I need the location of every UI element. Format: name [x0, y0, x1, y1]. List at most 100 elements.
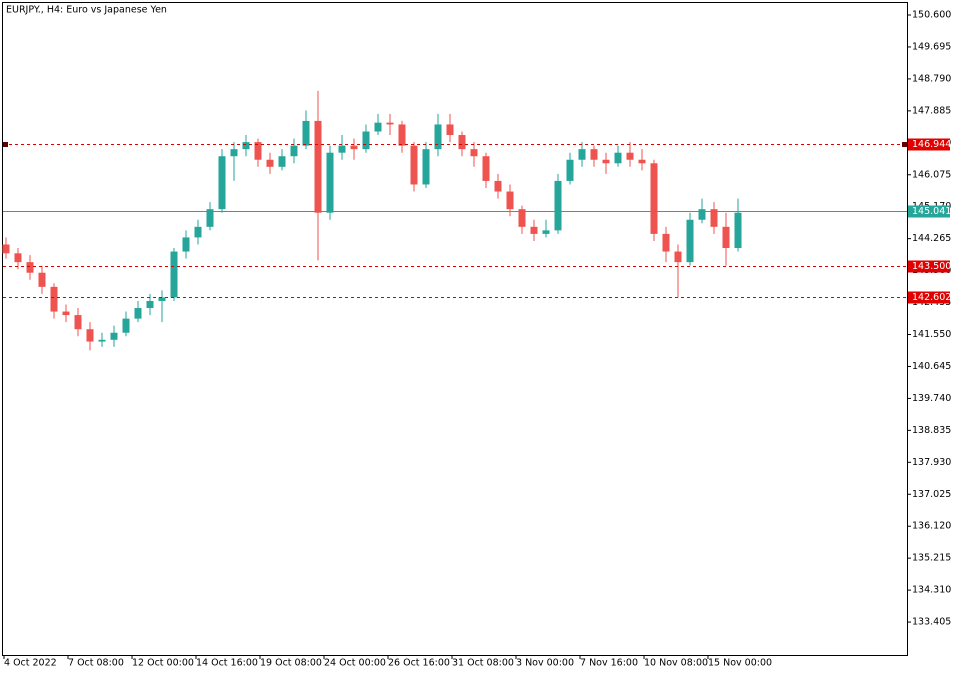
candle-body — [62, 311, 70, 316]
candle-body — [674, 251, 682, 263]
y-tick-label: 147.885 — [912, 105, 951, 116]
candle-body — [662, 233, 670, 252]
candle-body — [314, 120, 322, 213]
candle-body — [386, 122, 394, 125]
candle-body — [722, 226, 730, 249]
candle-body — [410, 145, 418, 185]
candle-body — [98, 339, 106, 342]
candle-body — [338, 145, 346, 153]
x-tick-label: 3 Nov 00:00 — [516, 658, 574, 669]
candle-body — [86, 329, 94, 342]
candle-body — [710, 209, 718, 227]
candle-body — [530, 226, 538, 234]
candle-body — [362, 131, 370, 150]
y-tick-label: 139.740 — [912, 393, 951, 404]
price-level-tag — [908, 291, 950, 304]
candle-body — [446, 124, 454, 136]
candle-body — [38, 272, 46, 287]
candle-body — [494, 180, 502, 192]
x-tick-label: 12 Oct 00:00 — [132, 658, 194, 669]
y-tick-label: 137.025 — [912, 489, 951, 500]
candle-body — [158, 297, 166, 301]
candle-body — [194, 226, 202, 238]
candle-body — [482, 156, 490, 181]
candle-body — [506, 191, 514, 210]
x-tick-label: 7 Nov 16:00 — [580, 658, 638, 669]
candle-body — [470, 149, 478, 157]
candle-body — [170, 251, 178, 298]
candle-body — [266, 159, 274, 167]
candle-body — [614, 152, 622, 164]
x-tick-label: 26 Oct 16:00 — [388, 658, 450, 669]
candle-body — [626, 152, 634, 160]
candle-body — [434, 124, 442, 150]
price-level-tag — [908, 260, 950, 273]
candle-body — [242, 142, 250, 150]
y-tick-label: 141.550 — [912, 329, 951, 340]
candle-body — [590, 149, 598, 160]
level-handle — [902, 142, 907, 147]
level-handle — [3, 142, 8, 147]
candle-body — [122, 318, 130, 333]
y-tick-label: 137.930 — [912, 457, 951, 468]
candle-body — [14, 253, 22, 263]
candle-body — [554, 180, 562, 231]
candle-body — [146, 300, 154, 309]
price-level-tag — [908, 138, 950, 151]
candle-body — [542, 230, 550, 234]
candle-body — [206, 209, 214, 227]
x-tick-label: 19 Oct 08:00 — [260, 658, 322, 669]
candle-body — [650, 163, 658, 234]
price-level-label: 142.602 — [912, 292, 951, 303]
plot-frame — [2, 2, 908, 656]
candle-body — [518, 209, 526, 227]
candle-body — [458, 135, 466, 150]
candle-body — [134, 308, 142, 319]
y-tick-label: 134.310 — [912, 585, 951, 596]
candle-body — [302, 120, 310, 146]
y-tick-label: 148.790 — [912, 73, 951, 84]
candle-body — [2, 244, 10, 254]
candle-body — [50, 286, 58, 312]
y-tick-label: 149.695 — [912, 41, 951, 52]
price-level-tag — [908, 205, 950, 218]
x-tick-label: 4 Oct 2022 — [4, 658, 57, 669]
candle-body — [278, 156, 286, 167]
candle-body — [686, 219, 694, 263]
x-tick-label: 10 Nov 08:00 — [644, 658, 708, 669]
candle-body — [182, 237, 190, 252]
y-tick-label: 138.835 — [912, 425, 951, 436]
candle-body — [218, 156, 226, 210]
candle-body — [110, 332, 118, 340]
candle-body — [74, 315, 82, 330]
y-tick-label: 150.600 — [912, 10, 951, 21]
candle-body — [638, 159, 646, 164]
x-tick-label: 24 Oct 00:00 — [324, 658, 386, 669]
candle-body — [698, 209, 706, 220]
price-level-label: 143.500 — [912, 261, 951, 272]
candle-body — [26, 262, 34, 273]
candle-body — [290, 145, 298, 157]
candle-body — [230, 149, 238, 157]
x-tick-label: 14 Oct 16:00 — [196, 658, 258, 669]
x-tick-label: 31 Oct 08:00 — [452, 658, 514, 669]
y-tick-label: 135.215 — [912, 553, 951, 564]
candle-body — [350, 145, 358, 150]
price-level-label: 146.944 — [912, 139, 951, 150]
candle-body — [422, 149, 430, 185]
candle-body — [326, 152, 334, 213]
y-tick-label: 144.265 — [912, 233, 951, 244]
y-tick-label: 136.120 — [912, 521, 951, 532]
candle-body — [578, 149, 586, 160]
y-tick-label: 146.075 — [912, 169, 951, 180]
x-tick-label: 15 Nov 00:00 — [708, 658, 772, 669]
candle-body — [566, 159, 574, 181]
price-level-label: 145.041 — [912, 206, 951, 217]
candle-body — [374, 122, 382, 132]
x-tick-label: 7 Oct 08:00 — [68, 658, 124, 669]
y-tick-label: 133.405 — [912, 617, 951, 628]
chart-title: EURJPY., H4: Euro vs Japanese Yen — [6, 5, 167, 16]
candle-body — [254, 142, 262, 160]
candle-body — [734, 212, 742, 249]
